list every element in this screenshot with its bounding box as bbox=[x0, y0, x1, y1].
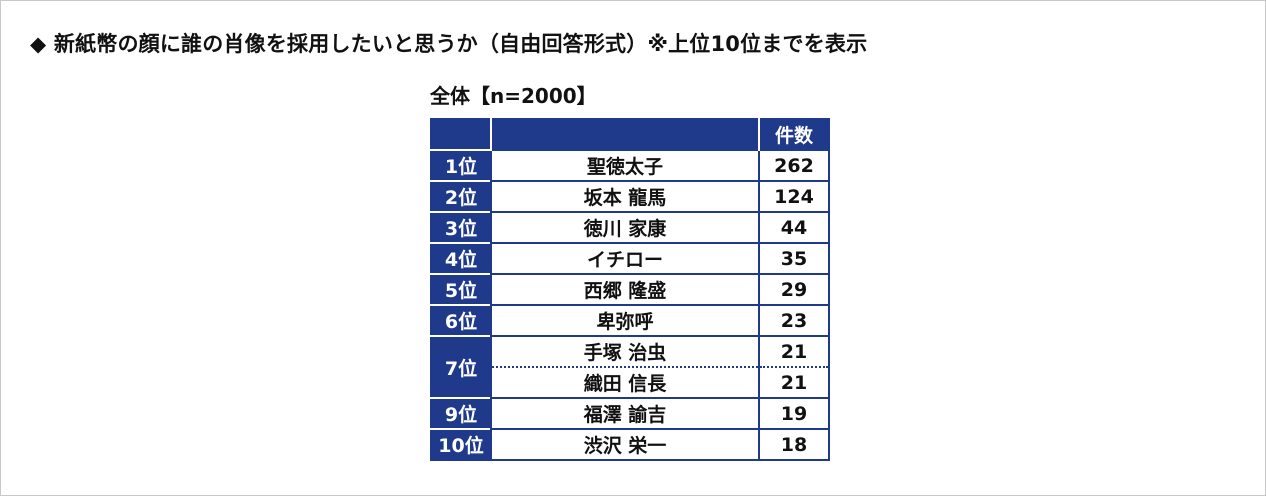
name-cell: 西郷 隆盛 bbox=[490, 273, 759, 305]
count-cell: 35 bbox=[758, 242, 829, 274]
rank-cell: 3位 bbox=[431, 211, 491, 243]
count-cell: 21 bbox=[758, 366, 829, 398]
name-cell: 渋沢 栄一 bbox=[490, 428, 759, 460]
table-row: 5位 西郷 隆盛 29 bbox=[431, 273, 829, 305]
rank-cell: 9位 bbox=[431, 397, 491, 429]
table-row: 7位 手塚 治虫 21 bbox=[431, 335, 829, 398]
header-name bbox=[490, 119, 759, 150]
table-row: 9位 福澤 諭吉 19 bbox=[431, 397, 829, 429]
header-count: 件数 bbox=[758, 119, 829, 150]
name-cell: 徳川 家康 bbox=[490, 211, 759, 243]
count-cell: 262 bbox=[758, 149, 829, 181]
header-rank bbox=[431, 119, 491, 150]
count-cell: 44 bbox=[758, 211, 829, 243]
rank-cell: 10位 bbox=[431, 428, 491, 460]
table-subtitle: 全体【n=2000】 bbox=[430, 84, 597, 108]
ranking-table: 件数 1位 聖徳太子 262 2位 坂本 龍馬 124 3位 徳川 家康 44 … bbox=[430, 118, 830, 461]
table-row: 10位 渋沢 栄一 18 bbox=[431, 428, 829, 460]
name-cell: 手塚 治虫 bbox=[490, 335, 759, 367]
name-cell: 坂本 龍馬 bbox=[490, 180, 759, 212]
rank-cell: 2位 bbox=[431, 180, 491, 212]
name-cell: 福澤 諭吉 bbox=[490, 397, 759, 429]
table-row: 1位 聖徳太子 262 bbox=[431, 149, 829, 181]
count-cell: 21 bbox=[758, 335, 829, 367]
count-cell: 124 bbox=[758, 180, 829, 212]
rank-cell: 1位 bbox=[431, 149, 491, 181]
count-cell: 23 bbox=[758, 304, 829, 336]
count-cell: 19 bbox=[758, 397, 829, 429]
table-row: 4位 イチロー 35 bbox=[431, 242, 829, 274]
name-cell: 聖徳太子 bbox=[490, 149, 759, 181]
name-cell: 織田 信長 bbox=[490, 366, 759, 398]
name-cell: イチロー bbox=[490, 242, 759, 274]
table-row: 6位 卑弥呼 23 bbox=[431, 304, 829, 336]
rank-cell: 7位 bbox=[431, 335, 491, 398]
count-cell: 18 bbox=[758, 428, 829, 460]
name-cell: 卑弥呼 bbox=[490, 304, 759, 336]
table-row: 2位 坂本 龍馬 124 bbox=[431, 180, 829, 212]
rank-cell: 6位 bbox=[431, 304, 491, 336]
rank-cell: 5位 bbox=[431, 273, 491, 305]
table-row: 3位 徳川 家康 44 bbox=[431, 211, 829, 243]
table-header-row: 件数 bbox=[431, 119, 829, 150]
rank-cell: 4位 bbox=[431, 242, 491, 274]
count-cell: 29 bbox=[758, 273, 829, 305]
figure-heading: ◆ 新紙幣の顔に誰の肖像を採用したいと思うか（自由回答形式）※上位10位までを表… bbox=[30, 32, 868, 56]
table-row: 織田 信長 21 bbox=[431, 366, 829, 398]
